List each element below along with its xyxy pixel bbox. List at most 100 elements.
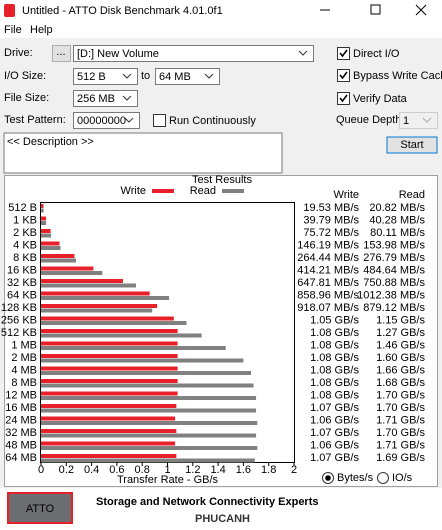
value-label: 1.66 GB/s — [376, 364, 425, 376]
tagline: Storage and Network Connectivity Experts — [96, 496, 319, 508]
value-label: 146.19 MB/s — [297, 239, 359, 251]
radio-label: Bytes/s — [337, 472, 374, 484]
bar — [41, 421, 258, 425]
bar — [41, 316, 174, 321]
bar — [41, 208, 44, 213]
start-button-label: Start — [400, 139, 423, 151]
value-label: 20.82 MB/s — [369, 202, 425, 214]
dropdown-value: [D:] New Volume — [77, 48, 159, 60]
value-label: 1.70 GB/s — [376, 389, 425, 401]
io-size-to-label: to — [141, 70, 150, 82]
value-label: 1.71 GB/s — [376, 414, 425, 426]
title-bar — [0, 0, 442, 22]
description-box[interactable] — [3, 132, 283, 174]
bar — [41, 216, 47, 221]
value-label: 80.11 MB/s — [370, 227, 425, 239]
value-label: 1.27 GB/s — [376, 327, 425, 339]
y-tick-label: 128 KB — [1, 302, 37, 314]
bar — [41, 346, 226, 350]
checkbox[interactable] — [153, 114, 166, 127]
menu-item: File — [4, 24, 22, 36]
bar — [41, 446, 258, 450]
value-label: 1.08 GB/s — [310, 339, 359, 351]
checkbox-label: Direct I/O — [353, 48, 400, 60]
bar — [41, 308, 153, 313]
maximize-button[interactable] — [370, 4, 381, 15]
y-tick-label: 64 KB — [7, 289, 37, 301]
value-label: 1.07 GB/s — [310, 452, 359, 464]
radio-button[interactable] — [377, 472, 389, 484]
check-mark — [339, 49, 348, 58]
value-label: 879.12 MB/s — [363, 302, 425, 314]
dropdown-value: 512 B — [77, 71, 106, 83]
bar — [41, 341, 178, 346]
y-tick-label: 48 MB — [5, 439, 37, 451]
chart-title: Test Results — [192, 174, 252, 186]
checkbox-label: Bypass Write Cache — [353, 70, 442, 82]
value-label: 647.81 MB/s — [297, 277, 359, 289]
value-label: 484.64 MB/s — [363, 264, 425, 276]
value-label: 153.98 MB/s — [363, 239, 425, 251]
bar — [41, 233, 52, 238]
value-label: 1.70 GB/s — [376, 402, 425, 414]
queue-depth-label: Queue Depth: — [336, 114, 405, 126]
bar — [41, 329, 178, 333]
value-label: 39.79 MB/s — [303, 214, 359, 226]
bar — [41, 321, 187, 325]
bar — [41, 458, 255, 463]
bar — [41, 416, 176, 421]
y-tick-label: 64 MB — [5, 452, 37, 464]
checkbox-label: Verify Data — [353, 93, 408, 105]
dropdown[interactable] — [73, 90, 138, 107]
browse-button[interactable] — [52, 45, 71, 62]
value-label: 1.08 GB/s — [310, 364, 359, 376]
close-button[interactable] — [415, 4, 427, 16]
y-tick-label: 32 KB — [7, 277, 37, 289]
bar — [41, 221, 47, 225]
bar — [41, 254, 75, 258]
y-tick-label: 16 MB — [5, 402, 37, 414]
bar — [41, 354, 178, 358]
value-label: 1.08 GB/s — [310, 352, 359, 364]
test-pattern-label: Test Pattern: — [4, 114, 66, 126]
dropdown[interactable] — [73, 68, 138, 85]
dropdown-value: 256 MB — [77, 93, 115, 105]
dropdown[interactable] — [73, 45, 314, 62]
bar — [41, 379, 178, 383]
bar — [41, 454, 177, 458]
value-label: 1.71 GB/s — [376, 439, 425, 451]
value-label: 1.60 GB/s — [376, 352, 425, 364]
x-tick-label: 1 — [164, 464, 170, 476]
y-tick-label: 2 KB — [13, 227, 37, 239]
bar — [41, 441, 176, 446]
value-label: 19.53 MB/s — [303, 202, 359, 214]
window-title: Untitled - ATTO Disk Benchmark 4.01.0f1 — [22, 5, 223, 17]
dropdown-arrow — [204, 73, 214, 79]
bar — [41, 266, 94, 271]
value-label: 1.08 GB/s — [310, 377, 359, 389]
bar — [41, 258, 77, 263]
x-tick-label: 0.8 — [135, 464, 150, 476]
menu-bar — [0, 22, 442, 38]
start-button[interactable] — [386, 136, 438, 154]
dropdown[interactable] — [73, 112, 140, 129]
column-header: Write — [334, 189, 359, 201]
bar — [41, 429, 177, 433]
y-tick-label: 12 MB — [5, 389, 37, 401]
bar — [41, 204, 44, 208]
bar — [41, 333, 202, 338]
x-tick-label: 0.6 — [109, 464, 124, 476]
dropdown-value: 1 — [403, 115, 409, 127]
dropdown — [399, 112, 438, 129]
y-tick-label: 16 KB — [7, 264, 37, 276]
watermark: PHUCANH — [195, 513, 250, 525]
value-label: 1.07 GB/s — [310, 402, 359, 414]
x-tick-label: 1.6 — [236, 464, 251, 476]
value-label: 1012.38 MB/s — [357, 289, 425, 301]
app-icon — [4, 4, 15, 17]
y-tick-label: 512 KB — [1, 327, 37, 339]
y-tick-label: 512 B — [8, 202, 37, 214]
bar — [41, 404, 177, 408]
dropdown[interactable] — [155, 68, 220, 85]
